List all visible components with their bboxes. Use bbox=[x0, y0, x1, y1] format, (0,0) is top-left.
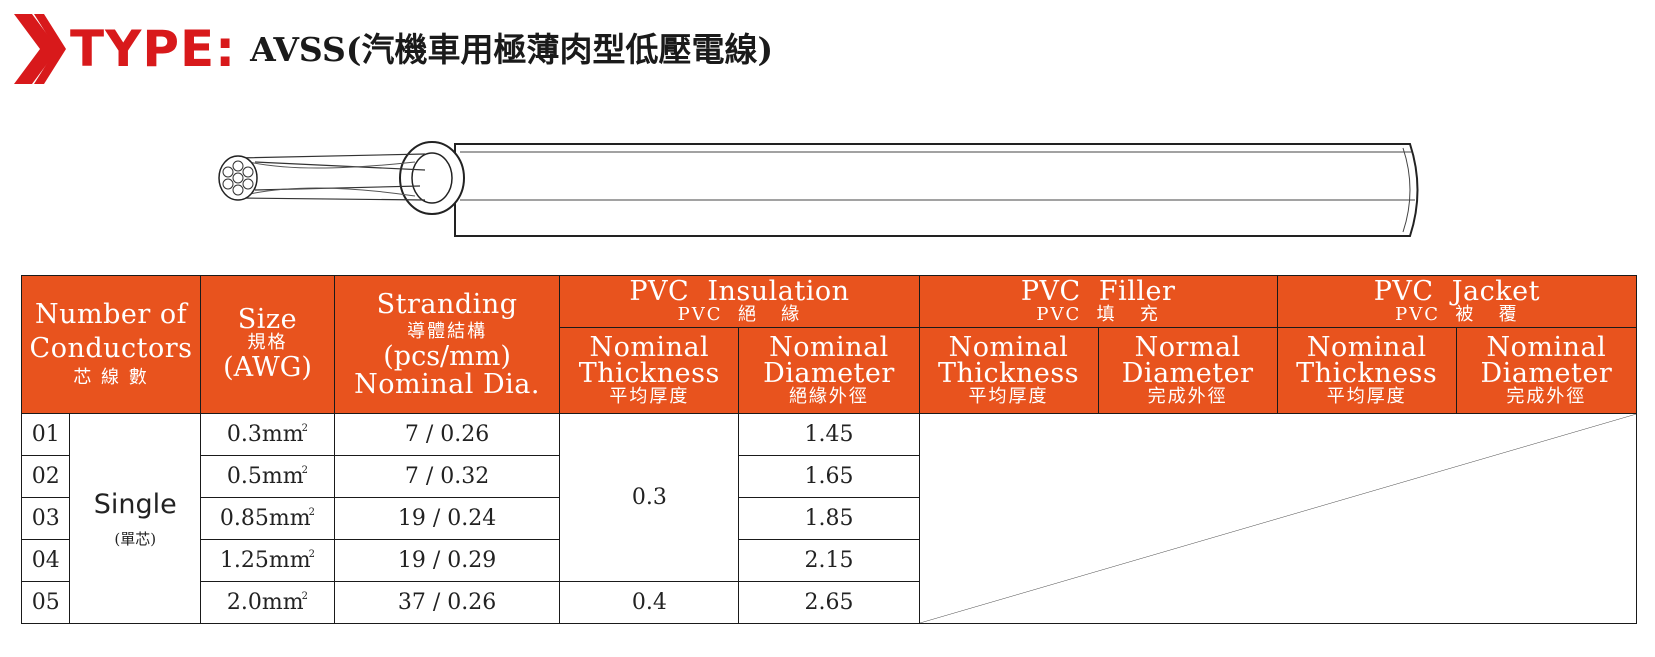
table-row: 04 1.25mm2 19 / 0.29 2.15 bbox=[20, 539, 1637, 582]
table-row: 05 2.0mm2 37 / 0.26 0.4 2.65 bbox=[20, 581, 1637, 624]
header-pvc-jacket: PVC Jacket PVC 被 覆 bbox=[1276, 275, 1638, 328]
size-cell: 2.0mm2 bbox=[200, 581, 335, 624]
insulation-diameter-cell: 2.15 bbox=[738, 539, 920, 582]
table-row: 03 0.85mm2 19 / 0.24 1.85 bbox=[20, 497, 1637, 540]
header-pvc-insulation: PVC Insulation PVC 絕 緣 bbox=[559, 275, 920, 328]
insulation-thickness-cell: 0.4 bbox=[559, 581, 740, 624]
stranding-cell: 7 / 0.26 bbox=[333, 413, 561, 456]
size-cell: 0.3mm2 bbox=[200, 413, 335, 456]
insulation-diameter-cell: 1.65 bbox=[738, 455, 920, 498]
header-pvc-filler: PVC Filler PVC 填 充 bbox=[918, 275, 1278, 328]
stranding-cell: 37 / 0.26 bbox=[333, 581, 561, 624]
page-title: TYPE: AVSS(汽機車用極薄肉型低壓電線) bbox=[14, 14, 773, 84]
header-insulation-diameter: Nominal Diameter 絕緣外徑 bbox=[738, 327, 920, 414]
header-filler-thickness: Nominal Thickness 平均厚度 bbox=[918, 327, 1099, 414]
header-filler-diameter: Normal Diameter 完成外徑 bbox=[1097, 327, 1278, 414]
row-number: 04 bbox=[20, 539, 71, 582]
stranding-cell: 19 / 0.24 bbox=[333, 497, 561, 540]
cable-illustration bbox=[218, 141, 1419, 237]
header-stranding: Stranding 導體結構 (pcs/mm) Nominal Dia. bbox=[333, 275, 561, 414]
table-row: 02 0.5mm2 7 / 0.32 1.65 bbox=[20, 455, 1637, 498]
type-label: TYPE: bbox=[70, 20, 237, 78]
insulation-diameter-cell: 1.45 bbox=[738, 413, 920, 456]
insulation-diameter-cell: 2.65 bbox=[738, 581, 920, 624]
size-cell: 0.85mm2 bbox=[200, 497, 335, 540]
insulation-thickness-cell: 0.3 bbox=[559, 413, 740, 582]
not-applicable-area bbox=[918, 413, 1638, 624]
row-number: 03 bbox=[20, 497, 71, 540]
header-insulation-thickness: Nominal Thickness 平均厚度 bbox=[559, 327, 740, 414]
row-number: 02 bbox=[20, 455, 71, 498]
row-number: 01 bbox=[20, 413, 71, 456]
double-chevron-icon bbox=[14, 14, 66, 84]
conductor-type: Single (單芯) bbox=[69, 413, 202, 624]
row-number: 05 bbox=[20, 581, 71, 624]
header-jacket-thickness: Nominal Thickness 平均厚度 bbox=[1276, 327, 1457, 414]
size-cell: 0.5mm2 bbox=[200, 455, 335, 498]
table-row: 01 Single (單芯) 0.3mm2 7 / 0.26 0.3 1.45 bbox=[20, 413, 1638, 624]
size-cell: 1.25mm2 bbox=[200, 539, 335, 582]
product-name: AVSS(汽機車用極薄肉型低壓電線) bbox=[250, 29, 774, 69]
insulation-diameter-cell: 1.85 bbox=[738, 497, 920, 540]
spec-table: Number of Conductors 芯 線 數 Size 規格 (AWG)… bbox=[20, 275, 1638, 624]
header-jacket-diameter: Nominal Diameter 完成外徑 bbox=[1455, 327, 1638, 414]
stranding-cell: 7 / 0.32 bbox=[333, 455, 561, 498]
header-conductors: Number of Conductors 芯 線 數 bbox=[20, 275, 202, 414]
header-size: Size 規格 (AWG) bbox=[200, 275, 335, 414]
stranding-cell: 19 / 0.29 bbox=[333, 539, 561, 582]
